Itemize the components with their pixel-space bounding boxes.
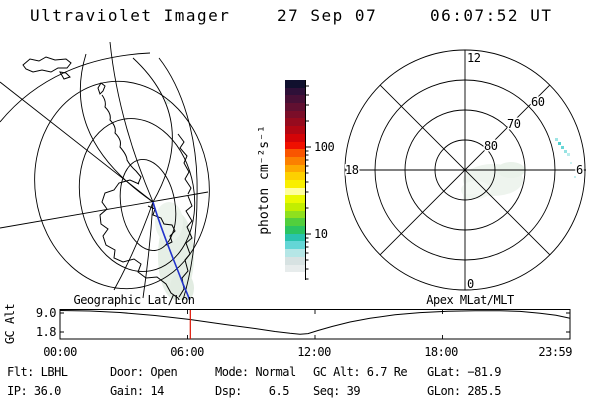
colorbar-tick-10: 10 <box>314 227 328 241</box>
gc-alt-timeline-panel: Geographic Lat/Lon Apex MLat/MLT GC Alt … <box>3 293 573 359</box>
mlt-label-6: 6 <box>576 163 583 177</box>
colorbar-axis-label: photon cm⁻²s⁻¹ <box>257 125 272 235</box>
status-ip: IP: 36.0 <box>7 384 61 398</box>
time-label: 06:07:52 UT <box>430 6 553 25</box>
ytick-1-8: 1.8 <box>36 325 56 339</box>
status-seq: Seq: 39 <box>313 384 361 398</box>
colorbar-tick-100: 100 <box>314 140 334 154</box>
apex-polar-panel: 12 18 6 0 60 70 80 <box>344 49 586 293</box>
mlat-label-80: 80 <box>484 139 498 153</box>
map-caption: Geographic Lat/Lon <box>73 293 194 307</box>
xtick-2359: 23:59 <box>538 345 572 359</box>
colorbar <box>285 80 305 280</box>
status-row-1: Flt: LBHL Door: Open Mode: Normal GC Alt… <box>0 365 600 379</box>
status-dsp: Dsp: 6.5 <box>215 384 289 398</box>
map-airglow-shading <box>155 100 194 300</box>
ground-track <box>152 201 191 300</box>
polar-grid <box>344 49 586 291</box>
app-title: Ultraviolet Imager <box>30 6 231 25</box>
gc-alt-curve <box>59 310 571 335</box>
mlt-label-12: 12 <box>467 51 481 65</box>
date-label: 27 Sep 07 <box>277 6 378 25</box>
colorbar-axis: 100 10 <box>305 80 335 280</box>
map-graticule <box>0 41 210 300</box>
status-glon: GLon: 285.5 <box>427 384 501 398</box>
polar-labels: 12 18 6 0 60 70 80 <box>344 50 586 293</box>
ytick-9: 9.0 <box>36 306 56 320</box>
timeline-ylabel: GC Alt <box>3 304 17 345</box>
xtick-0000: 00:00 <box>43 345 77 359</box>
status-glat: GLat: −81.9 <box>427 365 501 379</box>
status-flt: Flt: LBHL <box>7 365 68 379</box>
status-mode: Mode: Normal <box>215 365 296 379</box>
geographic-map-panel <box>0 41 210 300</box>
status-gc-alt: GC Alt: 6.7 Re <box>313 365 408 379</box>
status-row-2: IP: 36.0 Gain: 14 Dsp: 6.5 Seq: 39 GLon:… <box>0 384 600 398</box>
status-gain: Gain: 14 <box>110 384 164 398</box>
polar-caption: Apex MLat/MLT <box>426 293 514 307</box>
mlt-label-18: 18 <box>345 163 359 177</box>
mlat-label-70: 70 <box>507 117 521 131</box>
mlt-label-0: 0 <box>467 277 474 291</box>
xtick-0600: 06:00 <box>170 345 204 359</box>
status-door: Door: Open <box>110 365 178 379</box>
aurora-pixels <box>555 138 576 178</box>
xtick-1800: 18:00 <box>424 345 458 359</box>
map-coastlines <box>22 56 193 300</box>
xtick-1200: 12:00 <box>297 345 331 359</box>
timeline-ticks <box>60 310 570 339</box>
mlat-label-60: 60 <box>531 95 545 109</box>
